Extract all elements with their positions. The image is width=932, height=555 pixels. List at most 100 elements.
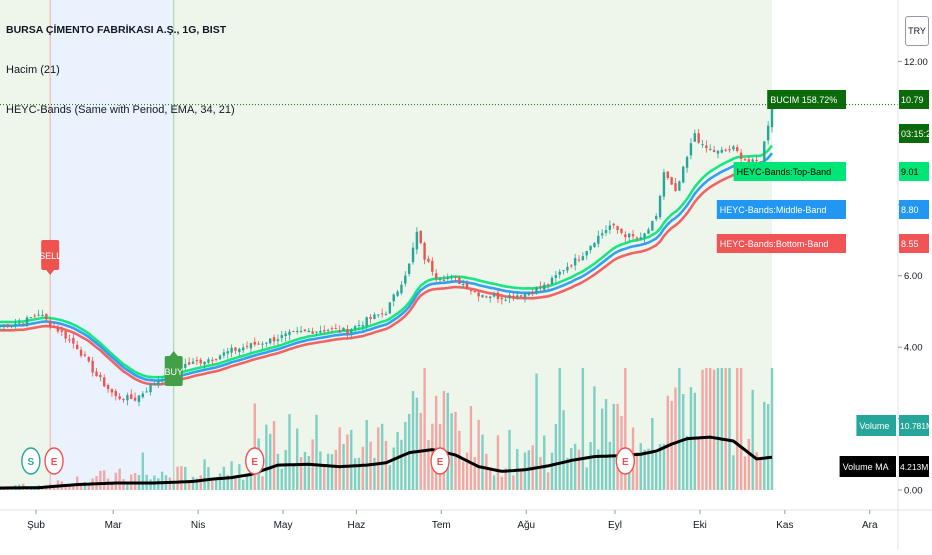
candle (516, 291, 519, 300)
volume-bar (261, 476, 264, 490)
volume-bar (427, 439, 430, 490)
candle-body (627, 233, 631, 238)
volume-bar (334, 449, 338, 490)
candle (577, 255, 581, 263)
candle (33, 313, 36, 319)
time-tick-label: May (274, 520, 293, 531)
volume-bar (214, 477, 218, 490)
candle-body (516, 295, 519, 298)
event-marker-circle (21, 447, 41, 475)
price-badge[interactable]: HEYC-Bands:Top-Band 9.01 (733, 162, 929, 181)
volume-bar (539, 457, 542, 490)
candle-body (323, 330, 326, 332)
candle (91, 356, 94, 377)
price-badge-label: BUCIM 158.72% (770, 95, 837, 105)
sell-signal[interactable]: SELL (39, 240, 61, 275)
volume-bar (616, 403, 619, 490)
volume-bar (79, 485, 83, 490)
candle-body (593, 243, 596, 248)
event-marker[interactable]: S (21, 447, 41, 475)
sell-signal-box (41, 240, 60, 270)
event-marker-text: E (251, 457, 258, 468)
candle-body (126, 395, 129, 401)
candle-body (724, 149, 727, 151)
volume-bar (550, 452, 554, 490)
candle (21, 322, 25, 326)
volume-bar (577, 449, 581, 490)
volume-bar (172, 481, 175, 490)
price-badge[interactable]: BUCIM 158.72% 10.79 (767, 90, 929, 109)
volume-bar (682, 394, 685, 490)
candle-body (234, 347, 237, 351)
candle (434, 269, 438, 283)
symbol-title[interactable]: BURSA ÇİMENTO FABRİKASI A.Ş., 1G, BIST (6, 24, 227, 36)
candle-body (404, 275, 407, 284)
volume-badge[interactable]: Volume 10.781M (856, 415, 932, 436)
candle-body (550, 277, 554, 285)
time-tick-label: Ara (862, 520, 878, 531)
event-marker[interactable]: E (44, 447, 64, 475)
bands-indicator-legend[interactable]: HEYC-Bands (Same with Period, EMA, 34, 2… (6, 104, 235, 116)
event-marker[interactable]: E (615, 447, 636, 475)
candle (716, 149, 720, 159)
volume-bar (728, 368, 731, 490)
candle (118, 392, 121, 401)
price-badge[interactable]: HEYC-Bands:Bottom-Band 8.55 (716, 234, 929, 253)
volume-bar (477, 419, 480, 490)
candle (41, 309, 44, 317)
candle (535, 286, 538, 295)
candle-body (728, 149, 731, 151)
candle (265, 342, 268, 348)
volume-bar (203, 459, 206, 490)
candle (195, 356, 199, 366)
price-badge-label: HEYC-Bands:Middle-Band (720, 205, 827, 215)
candle (639, 232, 642, 241)
candle-body (577, 259, 581, 261)
candle (732, 144, 735, 152)
volume-bar (296, 428, 299, 490)
candle-body (25, 317, 29, 326)
top-band-line (0, 144, 774, 379)
event-marker-text: E (51, 457, 58, 468)
candle (407, 263, 411, 277)
volume-bar (485, 453, 488, 490)
candle-body (755, 159, 758, 162)
volume-bar (276, 453, 280, 490)
price-badge-value-bg (899, 124, 929, 143)
volume-bar (662, 443, 666, 490)
candle-body (191, 361, 195, 364)
candle-body (620, 228, 623, 233)
price-badge[interactable]: HEYC-Bands:Middle-Band 8.80 (716, 200, 929, 219)
volume-bar (608, 441, 612, 490)
candle-body (284, 333, 287, 337)
event-marker[interactable]: E (245, 447, 265, 475)
event-marker[interactable]: E (430, 447, 450, 475)
price-badge[interactable]: 03:15:26 (899, 124, 932, 143)
currency-button[interactable]: TRY (905, 16, 929, 46)
candle-body (211, 359, 214, 361)
event-marker-circle (430, 447, 450, 475)
candle-body (307, 330, 310, 333)
bottom-band-line (0, 161, 774, 386)
candle-body (496, 292, 500, 299)
candle-body (353, 326, 357, 329)
buy-signal[interactable]: BUY (164, 351, 183, 386)
candle-body (589, 245, 592, 251)
volume-bar (716, 368, 720, 490)
volume-bar (597, 449, 600, 490)
volume-bar (747, 438, 751, 490)
candle-body (473, 291, 476, 293)
candle-body (21, 323, 25, 325)
candle (103, 374, 106, 388)
volume-badge[interactable]: Volume MA 4.213M (839, 456, 929, 477)
volume-bar (330, 454, 334, 490)
candle (234, 347, 237, 355)
candle-body (739, 152, 743, 159)
candle (492, 291, 496, 298)
candle-body (350, 329, 353, 334)
candle-body (265, 342, 268, 344)
volume-bar (234, 477, 237, 490)
volume-indicator-legend[interactable]: Hacim (21) (6, 64, 60, 76)
